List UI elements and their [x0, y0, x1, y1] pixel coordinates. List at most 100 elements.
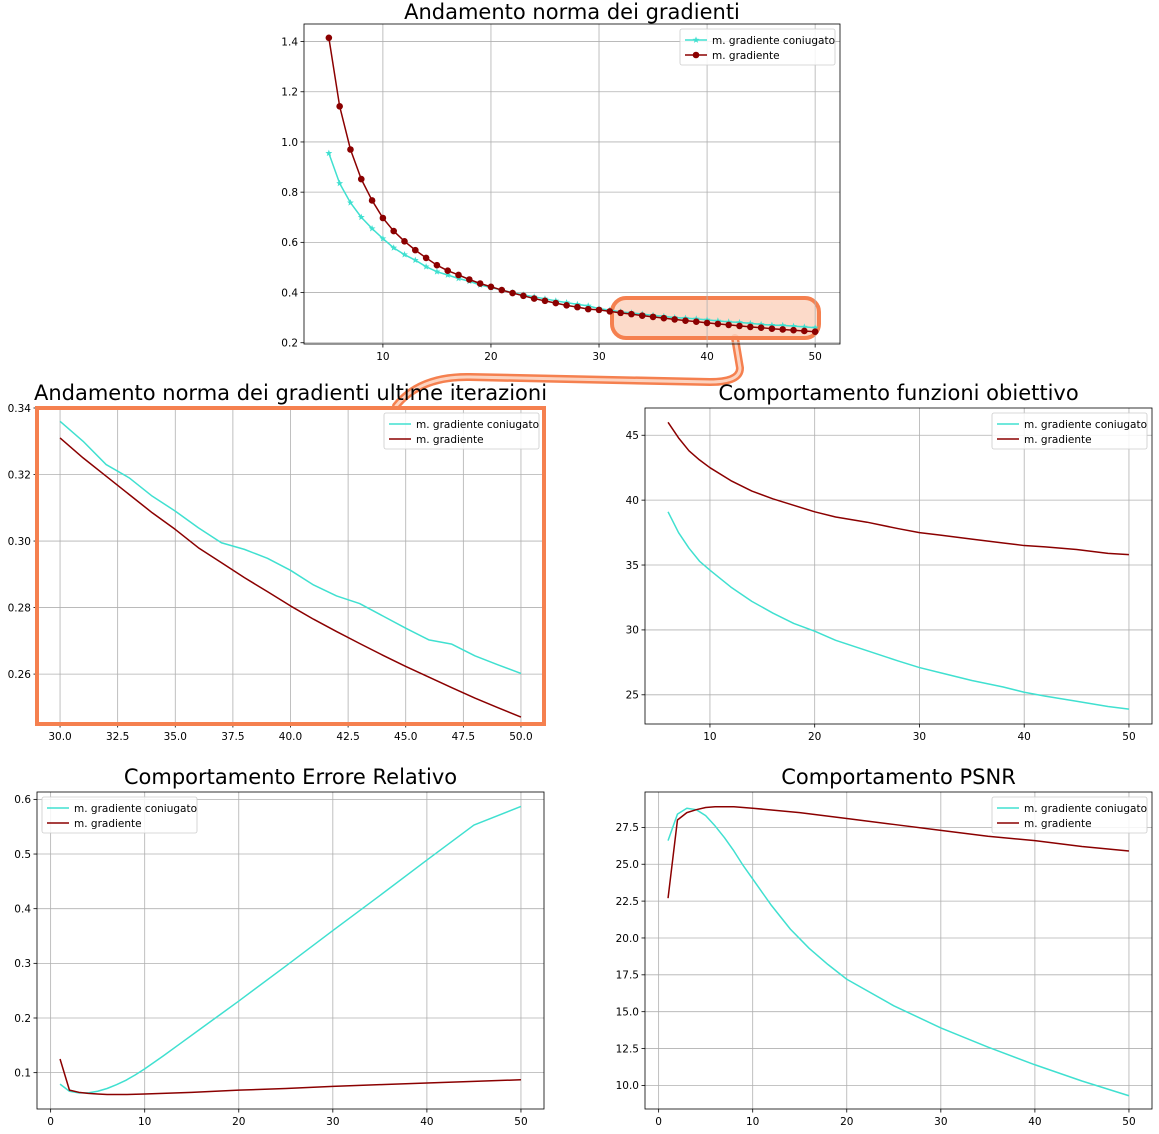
data-point-gradiente — [801, 327, 808, 335]
x-tick-label: 0 — [655, 1116, 662, 1128]
x-tick-label: 40 — [700, 351, 713, 363]
data-point-gradiente — [617, 309, 624, 317]
data-point-gradiente — [401, 238, 408, 245]
x-tick-label: 50 — [1122, 731, 1135, 743]
x-tick-label: 45.0 — [394, 731, 417, 743]
x-tick-label: 20 — [484, 351, 497, 363]
x-tick-label: 10 — [138, 1116, 151, 1128]
series-line-gradiente — [59, 1058, 521, 1096]
data-point-coniugato — [811, 324, 819, 331]
y-tick-label: 25.0 — [616, 859, 639, 871]
data-point-coniugato — [703, 316, 711, 323]
data-point-gradiente — [638, 312, 646, 319]
x-tick-label: 50 — [514, 1116, 527, 1128]
legend-box — [383, 412, 540, 450]
data-point-gradiente — [520, 292, 527, 300]
y-tick-label: 1.4 — [281, 36, 298, 48]
data-point-coniugato — [725, 318, 733, 325]
data-point-gradiente — [476, 280, 484, 287]
y-tick-label: 15.0 — [616, 1006, 639, 1018]
legend-label: m. gradiente coniugato — [74, 803, 197, 815]
data-point-gradiente — [368, 197, 376, 204]
chart-4: Comportamento Errore Relativo 0 10 20 30 40 50… — [14, 765, 545, 1128]
data-point-coniugato — [325, 149, 333, 157]
legend-label: m. gradiente — [712, 50, 780, 62]
data-point-gradiente — [660, 314, 668, 322]
x-tick-label: 30 — [913, 731, 926, 743]
data-point-gradiente — [584, 305, 592, 313]
x-tick-label: 20 — [808, 731, 821, 743]
data-point-gradiente — [768, 325, 776, 332]
legend-box — [41, 796, 198, 834]
y-tick-label: 0.30 — [8, 536, 31, 548]
data-point-coniugato — [768, 321, 776, 329]
chart-title: Andamento norma dei gradienti — [404, 0, 740, 24]
y-tick-label: 35 — [626, 560, 639, 572]
y-tick-label: 0.6 — [14, 794, 31, 806]
legend-label: m. gradiente coniugato — [1024, 419, 1147, 431]
y-tick-label: 40 — [626, 495, 639, 507]
data-point-gradiente — [552, 299, 560, 307]
data-point-gradiente — [433, 261, 441, 269]
series-line-gradiente — [667, 421, 1129, 556]
data-point-coniugato — [401, 251, 408, 258]
chart-5: Comportamento PSNR 0 10 20 30 40 50 10.0 12.5 15.… — [616, 765, 1153, 1128]
x-tick-label: 30.0 — [48, 731, 71, 743]
x-tick-label: 37.5 — [221, 731, 244, 743]
x-tick-label: 40.0 — [279, 731, 302, 743]
legend-box — [679, 28, 836, 66]
series-line-coniugato — [328, 152, 816, 329]
legend-label: m. gradiente — [1024, 818, 1092, 830]
x-tick-label: 47.5 — [452, 731, 475, 743]
x-tick-label: 40 — [420, 1116, 433, 1128]
data-point-gradiente — [682, 317, 689, 324]
chart-3: Comportamento funzioni obiettivo 10 20 30 40… — [626, 381, 1153, 743]
y-tick-label: 12.5 — [616, 1043, 639, 1055]
legend-marker — [692, 51, 700, 59]
x-tick-label: 20 — [840, 1116, 853, 1128]
legend-label: m. gradiente — [1024, 434, 1092, 446]
x-tick-label: 10 — [746, 1116, 759, 1128]
legend-label: m. gradiente coniugato — [1024, 803, 1147, 815]
y-tick-label: 25 — [626, 690, 639, 702]
y-tick-label: 1.2 — [281, 87, 298, 99]
data-point-gradiente — [692, 318, 700, 325]
data-point-coniugato — [714, 317, 722, 324]
chart-2: Andamento norma dei gradienti ultime ite… — [8, 381, 547, 743]
data-point-coniugato — [736, 318, 743, 326]
data-point-coniugato — [368, 224, 376, 232]
y-tick-label: 10.0 — [616, 1080, 639, 1092]
data-point-coniugato — [347, 199, 354, 206]
legend: m. gradiente coniugato m. gradiente — [991, 796, 1148, 834]
data-point-coniugato — [800, 323, 808, 330]
data-point-gradiente — [444, 267, 452, 275]
data-point-coniugato — [779, 321, 787, 329]
x-tick-label: 50 — [808, 351, 821, 363]
axes-frame — [644, 407, 1153, 725]
x-tick-label: 42.5 — [336, 731, 359, 743]
y-tick-label: 0.8 — [281, 187, 298, 199]
chart-title: Comportamento Errore Relativo — [124, 765, 457, 789]
x-tick-label: 30 — [934, 1116, 947, 1128]
legend-marker — [692, 36, 700, 43]
charts-group: Andamento norma dei gradienti 10 20 30 40 50 0… — [8, 0, 1153, 1128]
y-tick-label: 1.0 — [281, 137, 298, 149]
chart-title: Andamento norma dei gradienti ultime ite… — [34, 381, 547, 405]
data-point-gradiente — [509, 289, 516, 297]
legend-label: m. gradiente coniugato — [712, 35, 835, 47]
series-line-coniugato — [667, 807, 1130, 1097]
zoom-callout-connector-inner — [394, 336, 742, 408]
x-tick-label: 30 — [592, 351, 605, 363]
axes-frame — [644, 791, 1153, 1110]
data-point-gradiente — [790, 326, 797, 334]
legend: m. gradiente coniugato m. gradiente — [41, 796, 198, 834]
data-point-gradiente — [466, 276, 473, 283]
data-point-gradiente — [606, 308, 614, 315]
y-tick-label: 0.28 — [8, 602, 31, 614]
data-point-gradiente — [595, 306, 603, 314]
y-tick-label: 0.34 — [8, 403, 32, 415]
legend-box — [991, 412, 1148, 450]
legend: m. gradiente coniugato m. gradiente — [679, 28, 836, 66]
data-point-gradiente — [530, 295, 538, 302]
